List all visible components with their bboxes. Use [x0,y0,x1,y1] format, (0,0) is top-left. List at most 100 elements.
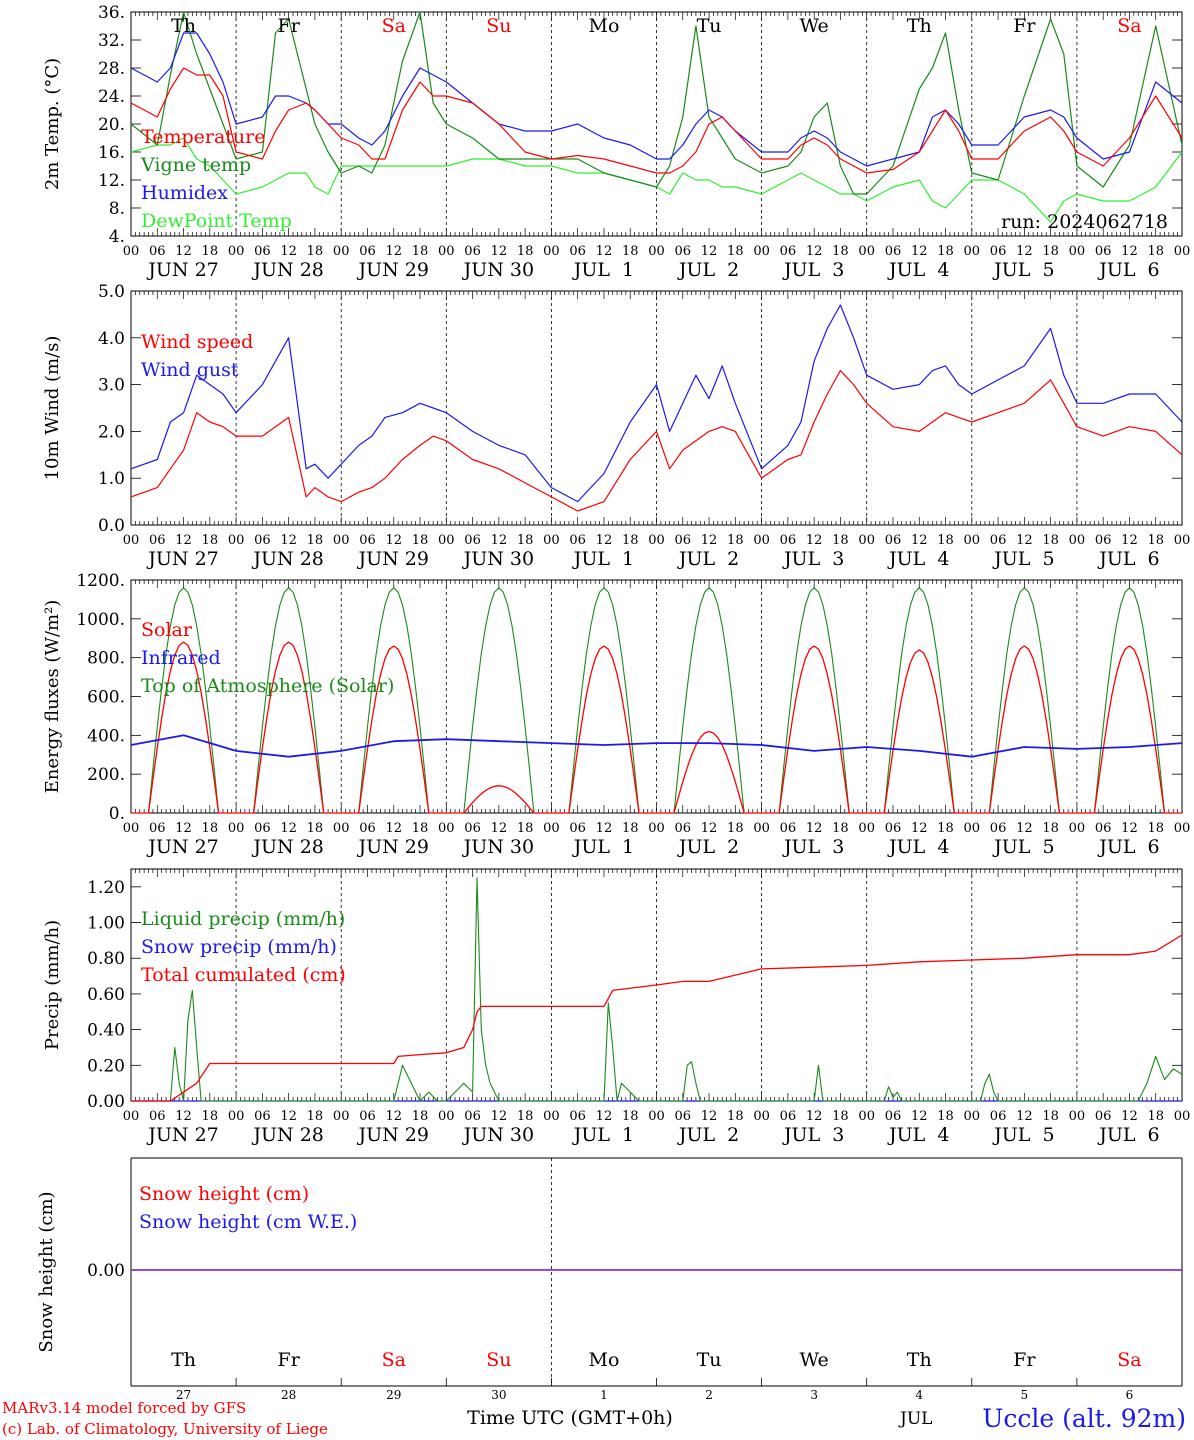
snow-weekday-label: Mo [588,1349,619,1371]
temp-weekday-label: Th [171,15,196,37]
energy-hour-label: 06 [780,821,797,836]
bottom-day-number: 4 [915,1388,923,1402]
temp-hour-label: 12 [1121,244,1138,259]
wind-hour-label: 06 [675,533,692,548]
energy-hour-label: 12 [1016,821,1033,836]
wind-hour-label: 18 [412,533,429,548]
energy-hour-label: 00 [1174,821,1191,836]
temp-hour-label: 00 [858,244,875,259]
wind-hour-label: 06 [464,533,481,548]
energy-hour-label: 18 [412,821,429,836]
temp-ytick-label: 16. [98,143,125,163]
energy-ytick-label: 200. [87,765,125,785]
energy-panel: 00 06 12 18 00 06 12 18 00 06 12 18 00 06 12 18 00 06 12 18… [42,571,1190,858]
wind-ytick-label: 4.0 [98,329,125,349]
temp-hour-label: 00 [648,244,665,259]
bottom-day-number: 2 [705,1388,713,1402]
temp-legend-2: Humidex [141,182,228,204]
energy-hour-label: 00 [753,821,770,836]
precip-hour-label: 00 [964,1109,981,1124]
energy-hour-label: 06 [1095,821,1112,836]
precip-hour-label: 18 [1147,1109,1164,1124]
energy-ytick-label: 1000. [76,610,125,630]
temp-weekday-label: Su [486,15,511,37]
wind-date-label: JUN 30 [462,548,534,570]
wind-hour-label: 00 [964,533,981,548]
precip-ytick-label: 1.00 [87,914,125,934]
temp-weekday-label: Sa [382,15,406,37]
wind-date-label: JUL 1 [572,548,634,570]
temp-ytick-label: 28. [98,59,125,79]
precip-ytick-label: 0.80 [87,949,125,969]
precip-ylabel: Precip (mm/h) [42,920,63,1050]
snow-weekday-label: Fr [278,1349,301,1371]
energy-hour-label: 12 [491,821,508,836]
wind-hour-label: 12 [491,533,508,548]
temp-hour-label: 18 [412,244,429,259]
wind-hour-label: 06 [885,533,902,548]
bottom-day-number: 1 [600,1388,608,1402]
wind-hour-label: 00 [1174,533,1191,548]
energy-hour-label: 06 [885,821,902,836]
energy-hour-label: 00 [964,821,981,836]
precip-hour-label: 00 [333,1109,350,1124]
temp-hour-label: 12 [385,244,402,259]
wind-hour-label: 00 [438,533,455,548]
energy-date-label: JUL 6 [1097,836,1159,858]
energy-hour-label: 00 [123,821,140,836]
temp-weekday-label: Mo [588,15,619,37]
energy-hour-label: 12 [175,821,192,836]
credit-line-2: (c) Lab. of Climatology, University of L… [2,1420,328,1438]
energy-ytick-label: 400. [87,726,125,746]
precip-date-label: JUN 29 [357,1124,429,1146]
temp-hour-label: 12 [596,244,613,259]
wind-date-label: JUL 5 [992,548,1054,570]
precip-hour-label: 00 [123,1109,140,1124]
energy-hour-label: 06 [464,821,481,836]
wind-hour-label: 12 [1016,533,1033,548]
station-label: Uccle (alt. 92m) [982,1404,1186,1433]
temp-frame [130,11,1183,237]
precip-hour-label: 00 [648,1109,665,1124]
energy-ylabel: Energy fluxes (W/m²) [42,600,63,794]
energy-date-label: JUN 28 [251,836,323,858]
precip-legend-1: Snow precip (mm/h) [141,936,337,958]
energy-legend-0: Solar [141,619,193,641]
precip-date-label: JUL 3 [782,1124,844,1146]
temp-hour-label: 12 [911,244,928,259]
energy-hour-label: 12 [280,821,297,836]
energy-date-label: JUN 30 [462,836,534,858]
snow-weekday-label: Sa [382,1349,406,1371]
temp-hour-label: 12 [280,244,297,259]
temp-hour-label: 00 [543,244,560,259]
snow-weekday-label: We [800,1349,829,1371]
precip-date-label: JUL 1 [572,1124,634,1146]
energy-hour-label: 06 [990,821,1007,836]
precip-hour-label: 12 [280,1109,297,1124]
precip-hour-label: 12 [1121,1109,1138,1124]
precip-hour-label: 18 [727,1109,744,1124]
temp-hour-label: 06 [675,244,692,259]
wind-hour-label: 12 [1121,533,1138,548]
precip-hour-label: 06 [254,1109,271,1124]
precip-date-label: JUN 28 [251,1124,323,1146]
temp-legend-3: DewPoint Temp [141,210,292,232]
energy-hour-label: 00 [648,821,665,836]
energy-legend-1: Infrared [141,647,221,669]
precip-legend-0: Liquid precip (mm/h) [141,908,345,930]
temp-ytick-label: 20. [98,115,125,135]
energy-hour-label: 18 [1042,821,1059,836]
temp-ytick-label: 24. [98,87,125,107]
energy-date-label: JUN 29 [357,836,429,858]
wind-hour-label: 00 [543,533,560,548]
wind-date-label: JUN 28 [251,548,323,570]
wind-hour-label: 18 [937,533,954,548]
precip-date-label: JUN 27 [146,1124,218,1146]
energy-hour-label: 18 [307,821,324,836]
precip-date-label: JUL 6 [1097,1124,1159,1146]
temp-ytick-label: 36. [98,3,125,23]
energy-hour-label: 12 [806,821,823,836]
wind-hour-label: 12 [911,533,928,548]
temp-hour-label: 18 [622,244,639,259]
wind-hour-label: 18 [202,533,219,548]
